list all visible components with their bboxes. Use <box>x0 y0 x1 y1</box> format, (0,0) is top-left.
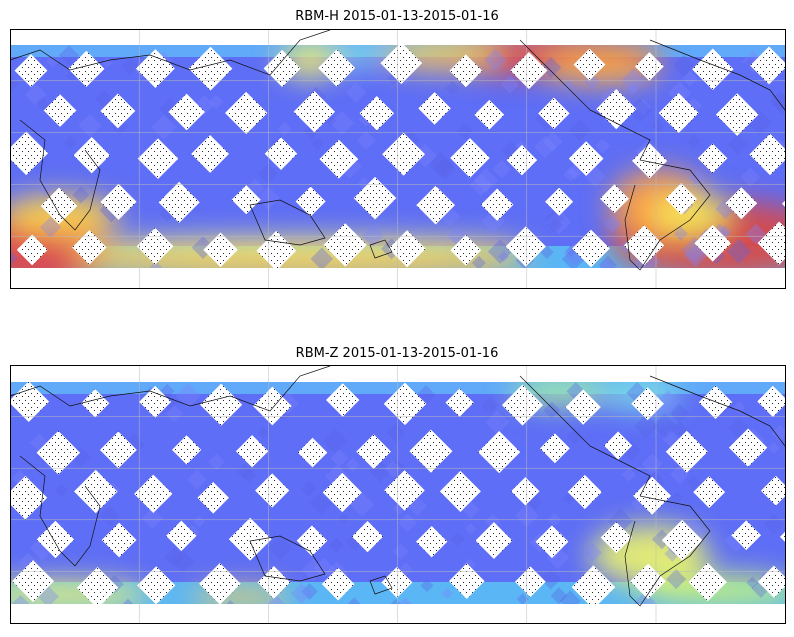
map-panel <box>0 365 794 624</box>
data-gap <box>791 436 794 467</box>
data-layer <box>0 35 794 290</box>
swath-cell <box>400 602 415 617</box>
data-layer <box>0 378 794 620</box>
map-panel <box>0 29 794 290</box>
panel-title: RBM-H 2015-01-13-2015-01-16 <box>295 9 499 24</box>
panel-title: RBM-Z 2015-01-13-2015-01-16 <box>296 346 499 361</box>
